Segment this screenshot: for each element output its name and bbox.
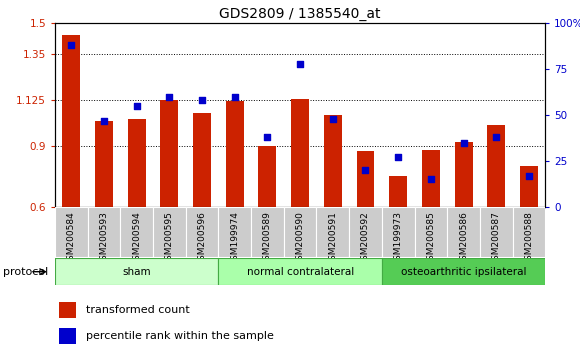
Point [165,94,174,99]
Bar [59,328,75,344]
Bar [480,207,513,257]
Bar [382,258,545,285]
Bar [382,207,415,257]
Text: percentile rank within the sample: percentile rank within the sample [86,331,274,341]
Point [459,140,468,145]
Bar [219,207,251,257]
Point [491,134,501,140]
Text: transformed count: transformed count [86,305,190,315]
Bar [317,207,349,257]
Bar [291,99,309,207]
Bar [59,302,75,318]
Bar [284,207,317,257]
Text: GSM200589: GSM200589 [263,211,272,266]
Text: GSM200586: GSM200586 [459,211,468,266]
Bar [422,150,440,207]
Point [132,103,142,109]
Bar [520,166,538,207]
Bar [415,207,447,257]
Text: GSM200588: GSM200588 [524,211,534,266]
Bar [128,119,146,207]
Bar [121,207,153,257]
Point [361,167,370,173]
Point [524,173,534,179]
Bar [55,258,219,285]
Bar [63,35,81,207]
Bar [161,100,179,207]
Bar [487,125,505,207]
Point [197,97,206,103]
Bar [55,207,88,257]
Bar [349,207,382,257]
Bar [95,121,113,207]
Text: GSM199973: GSM199973 [394,211,403,266]
Point [67,42,76,48]
Text: sham: sham [122,267,151,277]
Bar [153,207,186,257]
Text: GSM200595: GSM200595 [165,211,174,266]
Text: normal contralateral: normal contralateral [246,267,354,277]
Bar [389,176,407,207]
Text: GSM200593: GSM200593 [100,211,108,266]
Bar [513,207,545,257]
Bar [226,101,244,207]
Title: GDS2809 / 1385540_at: GDS2809 / 1385540_at [219,7,381,21]
Point [328,116,338,121]
Text: GSM200590: GSM200590 [296,211,304,266]
Bar [357,151,375,207]
Text: GSM200592: GSM200592 [361,211,370,266]
Text: GSM200584: GSM200584 [67,211,76,266]
Text: GSM200596: GSM200596 [198,211,206,266]
Bar [324,115,342,207]
Bar [447,207,480,257]
Bar [186,207,219,257]
Bar [219,258,382,285]
Point [426,177,436,182]
Text: GSM199974: GSM199974 [230,211,240,266]
Point [393,155,403,160]
Bar [455,142,473,207]
Point [263,134,272,140]
Text: GSM200594: GSM200594 [132,211,142,266]
Text: protocol: protocol [3,267,48,277]
Text: GSM200587: GSM200587 [492,211,501,266]
Text: GSM200591: GSM200591 [328,211,338,266]
Bar [259,146,277,207]
Point [295,61,305,66]
Bar [193,113,211,207]
Bar [88,207,121,257]
Text: GSM200585: GSM200585 [426,211,436,266]
Bar [251,207,284,257]
Point [230,94,240,99]
Text: osteoarthritic ipsilateral: osteoarthritic ipsilateral [401,267,526,277]
Point [99,118,108,124]
